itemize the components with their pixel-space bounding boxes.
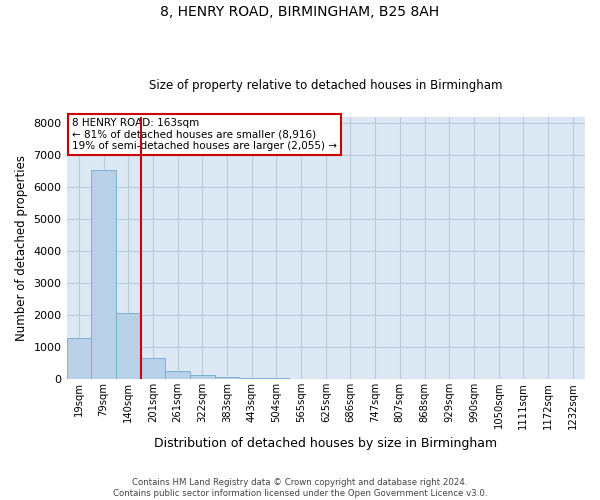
Bar <box>67 338 91 379</box>
Bar <box>190 375 215 379</box>
Title: Size of property relative to detached houses in Birmingham: Size of property relative to detached ho… <box>149 79 503 92</box>
X-axis label: Distribution of detached houses by size in Birmingham: Distribution of detached houses by size … <box>154 437 497 450</box>
Bar <box>165 371 190 379</box>
Text: 8, HENRY ROAD, BIRMINGHAM, B25 8AH: 8, HENRY ROAD, BIRMINGHAM, B25 8AH <box>160 5 440 19</box>
Bar <box>140 358 165 379</box>
Bar <box>215 376 239 379</box>
Bar <box>91 170 116 379</box>
Y-axis label: Number of detached properties: Number of detached properties <box>15 155 28 341</box>
Text: 8 HENRY ROAD: 163sqm
← 81% of detached houses are smaller (8,916)
19% of semi-de: 8 HENRY ROAD: 163sqm ← 81% of detached h… <box>72 118 337 152</box>
Bar <box>264 378 289 379</box>
Bar <box>116 313 140 379</box>
Text: Contains HM Land Registry data © Crown copyright and database right 2024.
Contai: Contains HM Land Registry data © Crown c… <box>113 478 487 498</box>
Bar <box>239 378 264 379</box>
